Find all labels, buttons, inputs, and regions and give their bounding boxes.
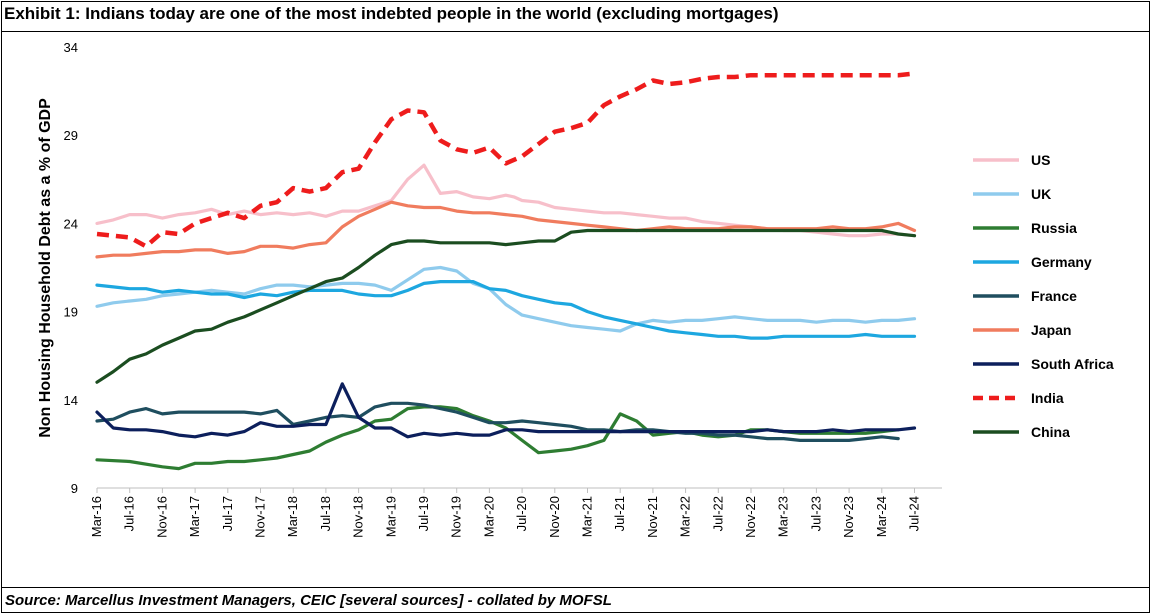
series-line-us: [95, 163, 917, 238]
legend-label: US: [1031, 152, 1050, 168]
series-line-south-africa: [95, 382, 917, 439]
y-tick-label: 9: [71, 481, 78, 496]
legend-label: South Africa: [1031, 356, 1114, 372]
x-tick-label: Nov-16: [154, 496, 169, 538]
title-divider: [1, 31, 1150, 32]
x-tick-label: Nov-19: [449, 496, 464, 538]
x-tick-label: Mar-21: [580, 496, 595, 537]
legend-label: China: [1031, 424, 1070, 440]
x-tick-label: Nov-20: [547, 496, 562, 538]
x-tick-label: Jul-16: [122, 496, 137, 531]
x-tick-label: Mar-22: [678, 496, 693, 537]
x-tick-label: Mar-18: [285, 496, 300, 537]
x-tick-label: Nov-21: [645, 496, 660, 538]
x-tick-label: Jul-20: [514, 496, 529, 531]
legend-label: Japan: [1031, 322, 1071, 338]
x-tick-label: Mar-16: [89, 496, 104, 537]
plot-lines: [95, 71, 917, 471]
series-line-china: [95, 228, 917, 384]
x-tick-label: Nov-17: [253, 496, 268, 538]
y-axis-label: Non Housing Household Debt as a % of GDP: [37, 98, 54, 438]
x-tick-label: Mar-24: [874, 496, 889, 537]
y-tick-label: 29: [64, 128, 78, 143]
x-tick-label: Mar-17: [187, 496, 202, 537]
x-tick-label: Jul-22: [710, 496, 725, 531]
series-line-japan: [95, 200, 917, 259]
legend-label: France: [1031, 288, 1077, 304]
legend-label: Russia: [1031, 220, 1077, 236]
y-tick-label: 34: [64, 40, 78, 55]
x-tick-label: Nov-18: [351, 496, 366, 538]
series-line-germany: [95, 280, 917, 340]
x-tick-label: Jul-17: [220, 496, 235, 531]
y-tick-label: 24: [64, 216, 78, 231]
legend-label: Germany: [1031, 254, 1092, 270]
source-divider: [1, 587, 1150, 588]
x-tick-label: Jul-21: [612, 496, 627, 531]
x-tick-label: Jul-18: [318, 496, 333, 531]
x-tick-label: Mar-19: [383, 496, 398, 537]
x-tick-label: Jul-24: [907, 496, 922, 531]
chart-title: Exhibit 1: Indians today are one of the …: [4, 4, 779, 23]
x-tick-label: Nov-22: [743, 496, 758, 538]
legend: US UK Russia Germany France Japan South Africa…: [973, 152, 1114, 440]
series-line-india: [96, 71, 915, 249]
axes: 9 14 19 24 29 34 Mar-16 Jul-16 Nov-16 Mar-17 Jul-1…: [64, 40, 942, 538]
x-tick-label: Nov-23: [841, 496, 856, 538]
legend-label: UK: [1031, 186, 1051, 202]
y-tick-label: 19: [64, 305, 78, 320]
series-line-uk: [95, 265, 917, 333]
y-tick-label: 14: [64, 393, 78, 408]
x-tick-label: Mar-20: [481, 496, 496, 537]
x-tick-label: Jul-23: [808, 496, 823, 531]
series-line-france: [95, 401, 900, 442]
x-tick-label: Mar-23: [776, 496, 791, 537]
source-note: Source: Marcellus Investment Managers, C…: [5, 592, 612, 609]
x-tick-label: Jul-19: [416, 496, 431, 531]
legend-label: India: [1031, 390, 1064, 406]
